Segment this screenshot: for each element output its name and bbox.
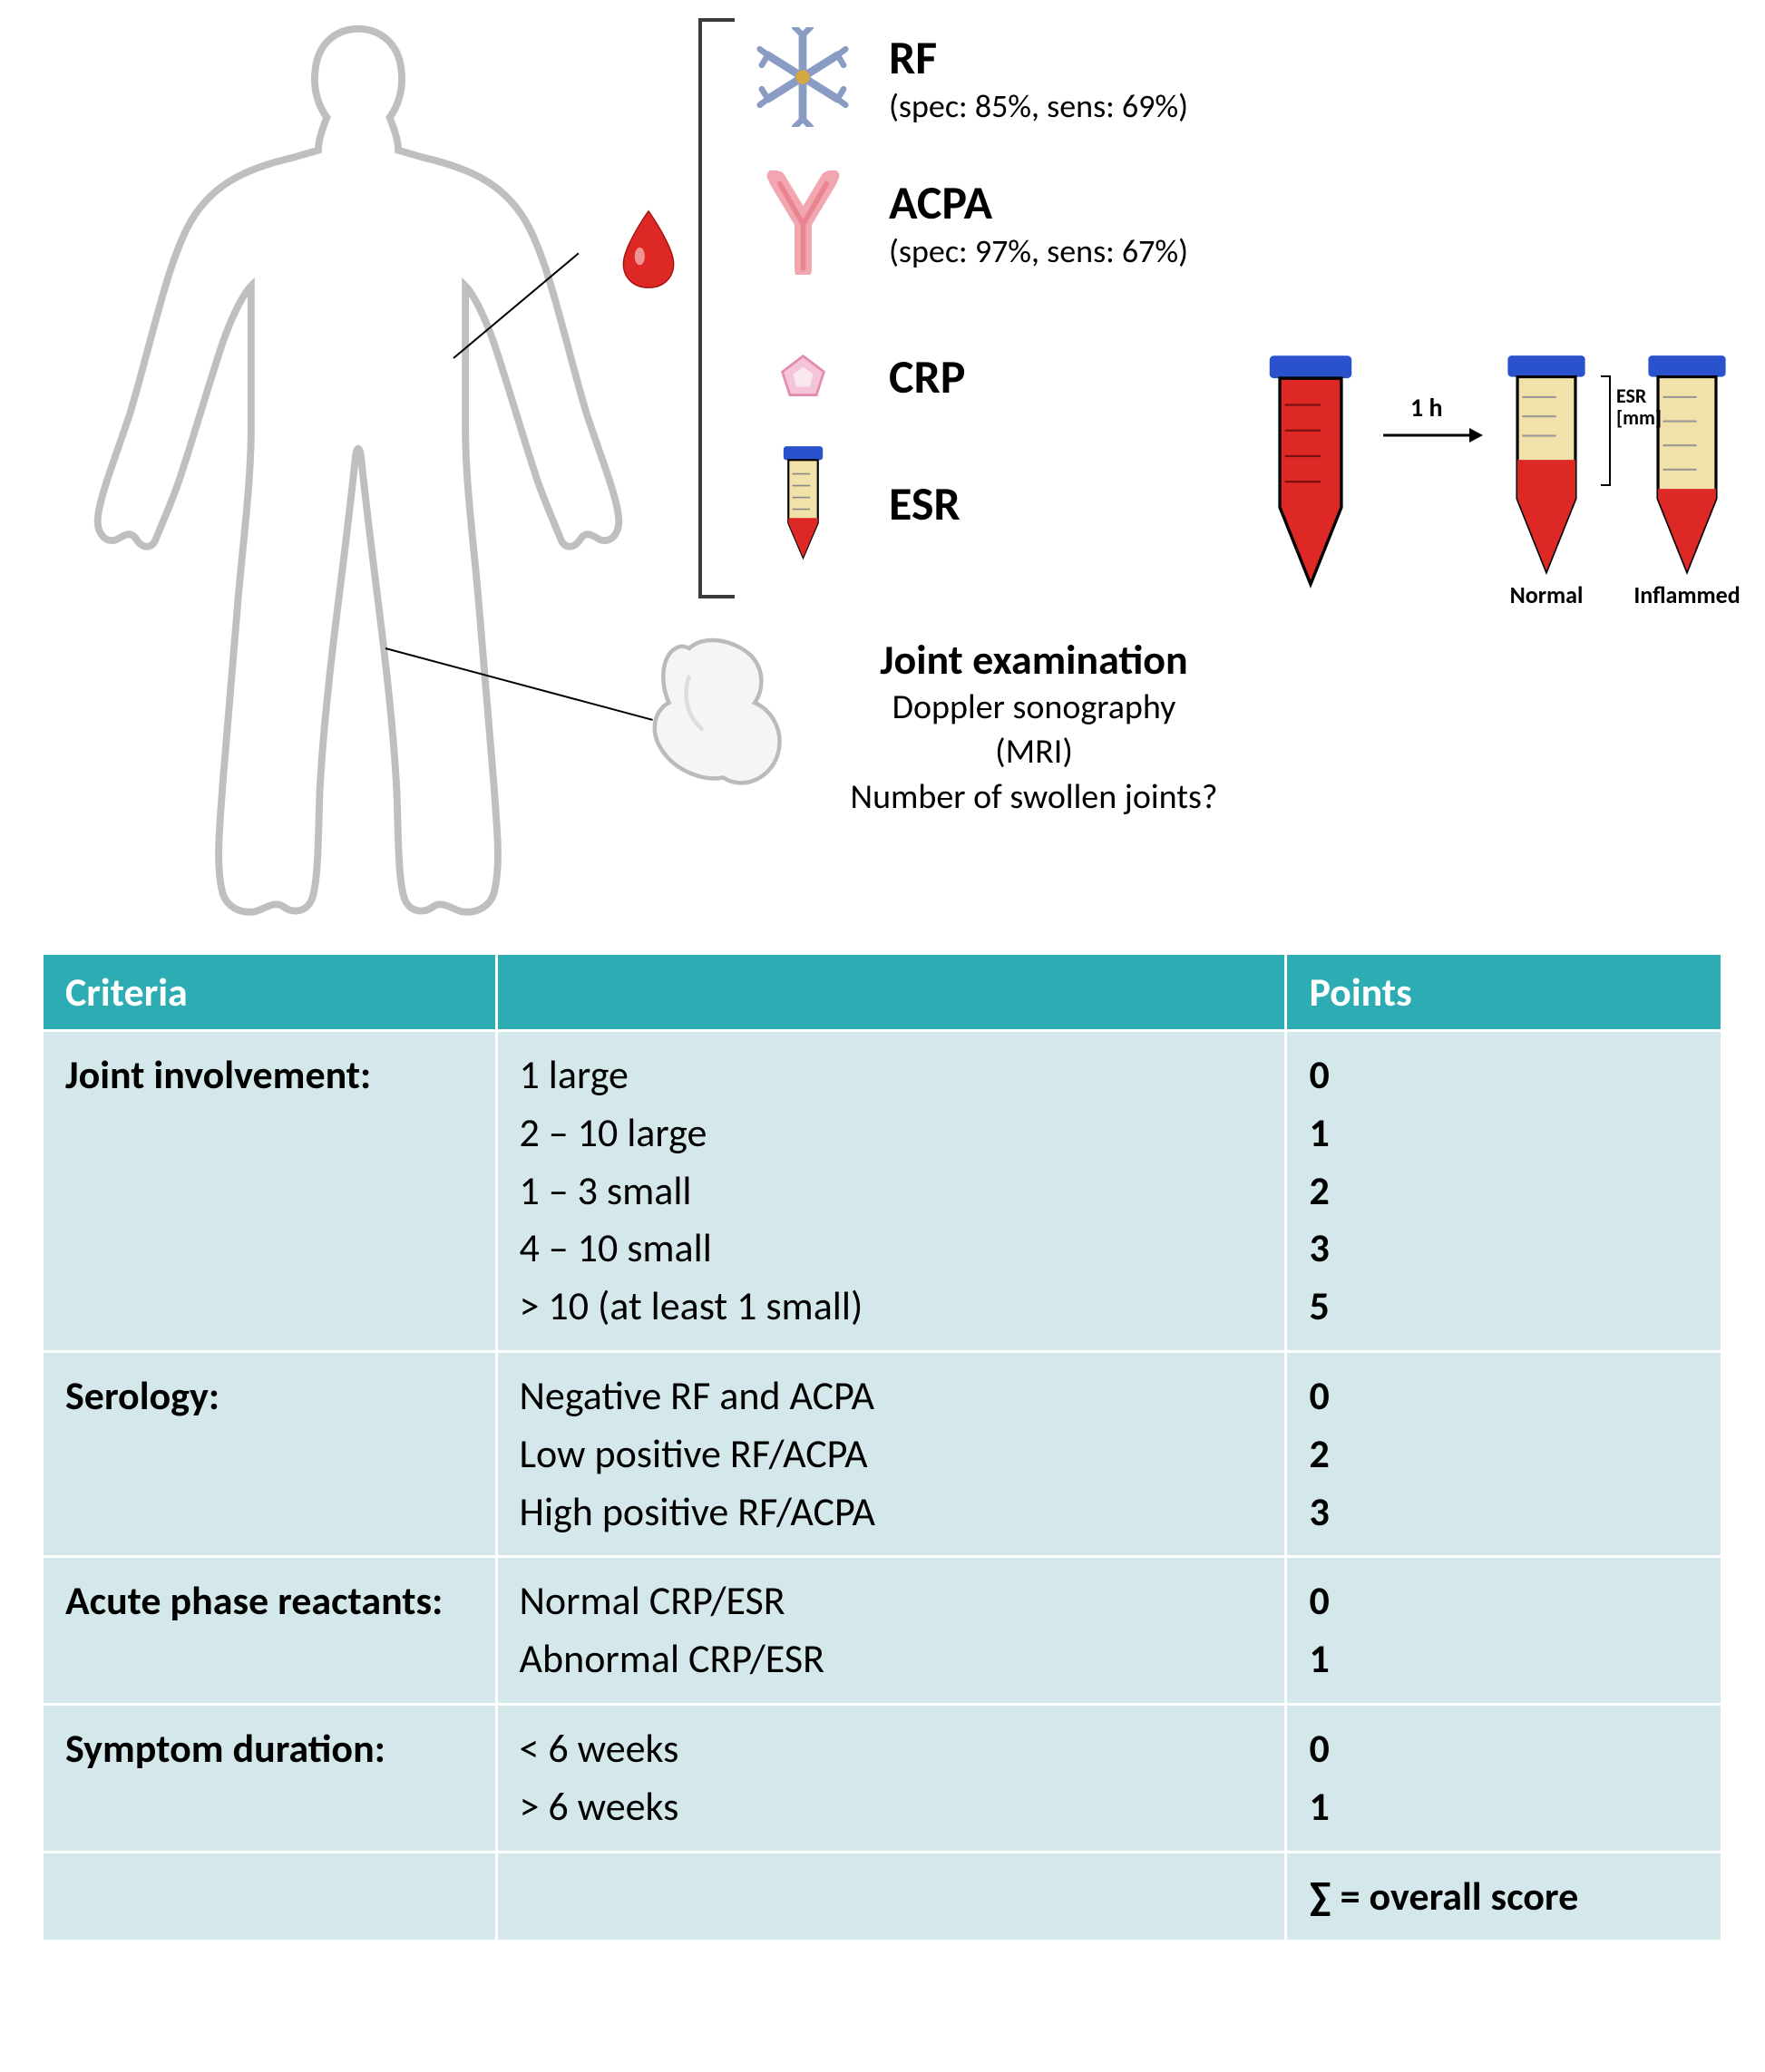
esr-inflamed-label: Inflammed <box>1633 580 1741 609</box>
footer-empty <box>496 1852 1286 1941</box>
marker-esr: ESR <box>753 453 961 553</box>
criteria-points: 023 <box>1286 1351 1722 1556</box>
esr-tubes-diagram: 1 h Normal Inflammed ESR [mm] <box>1261 336 1750 617</box>
human-body-icon <box>73 14 644 929</box>
antibody-y-icon <box>753 172 853 272</box>
acpa-sub: (spec: 97%, sens: 67%) <box>889 231 1188 271</box>
criteria-desc: 1 large2 – 10 large1 – 3 small4 – 10 sma… <box>496 1031 1286 1352</box>
acpa-title: ACPA <box>889 173 1188 231</box>
blood-drop-icon <box>617 209 680 290</box>
criteria-points: 01 <box>1286 1557 1722 1705</box>
criteria-points: 01235 <box>1286 1031 1722 1352</box>
footer-score: ∑ = overall score <box>1286 1852 1722 1941</box>
antibody-snowflake-icon <box>753 27 853 127</box>
marker-rf: RF (spec: 85%, sens: 69%) <box>753 27 1188 127</box>
criteria-desc: < 6 weeks> 6 weeks <box>496 1704 1286 1852</box>
criteria-label: Joint involvement: <box>43 1031 497 1352</box>
criteria-label: Symptom duration: <box>43 1704 497 1852</box>
test-tube-small-icon <box>753 453 853 553</box>
criteria-points: 01 <box>1286 1704 1722 1852</box>
table-row: Joint involvement:1 large2 – 10 large1 –… <box>43 1031 1722 1352</box>
table-header-row: Criteria Points <box>43 954 1722 1031</box>
criteria-label: Acute phase reactants: <box>43 1557 497 1705</box>
esr-measure-label: ESR [mm] <box>1616 385 1662 429</box>
table-row: Serology:Negative RF and ACPALow positiv… <box>43 1351 1722 1556</box>
joint-exam-text: Joint examination Doppler sonography (MR… <box>816 635 1252 820</box>
marker-acpa: ACPA (spec: 97%, sens: 67%) <box>753 172 1188 272</box>
joint-exam-line3: Number of swollen joints? <box>816 775 1252 820</box>
criteria-desc: Normal CRP/ESRAbnormal CRP/ESR <box>496 1557 1286 1705</box>
table-row: Acute phase reactants:Normal CRP/ESRAbno… <box>43 1557 1722 1705</box>
crp-pentagon-icon <box>753 326 853 426</box>
esr-normal-label: Normal <box>1497 580 1596 609</box>
footer-empty <box>43 1852 497 1941</box>
criteria-table: Criteria Points Joint involvement:1 larg… <box>41 952 1723 1942</box>
rf-title: RF <box>889 28 1188 86</box>
table-row: Symptom duration:< 6 weeks> 6 weeks01 <box>43 1704 1722 1852</box>
joint-icon <box>635 635 798 798</box>
header-criteria: Criteria <box>43 954 497 1031</box>
joint-exam-line1: Doppler sonography <box>816 686 1252 730</box>
criteria-label: Serology: <box>43 1351 497 1556</box>
joint-exam-title: Joint examination <box>816 635 1252 686</box>
diagram-area: RF (spec: 85%, sens: 69%) ACPA (spec: 97… <box>0 0 1765 952</box>
header-points: Points <box>1286 954 1722 1031</box>
rf-sub: (spec: 85%, sens: 69%) <box>889 86 1188 126</box>
header-middle <box>496 954 1286 1031</box>
marker-crp: CRP <box>753 326 965 426</box>
bracket-icon <box>698 18 735 598</box>
crp-title: CRP <box>889 347 965 405</box>
table-footer-row: ∑ = overall score <box>43 1852 1722 1941</box>
criteria-desc: Negative RF and ACPALow positive RF/ACPA… <box>496 1351 1286 1556</box>
joint-exam-line2: (MRI) <box>816 730 1252 774</box>
esr-time-label: 1 h <box>1410 392 1443 423</box>
esr-title: ESR <box>889 474 961 532</box>
